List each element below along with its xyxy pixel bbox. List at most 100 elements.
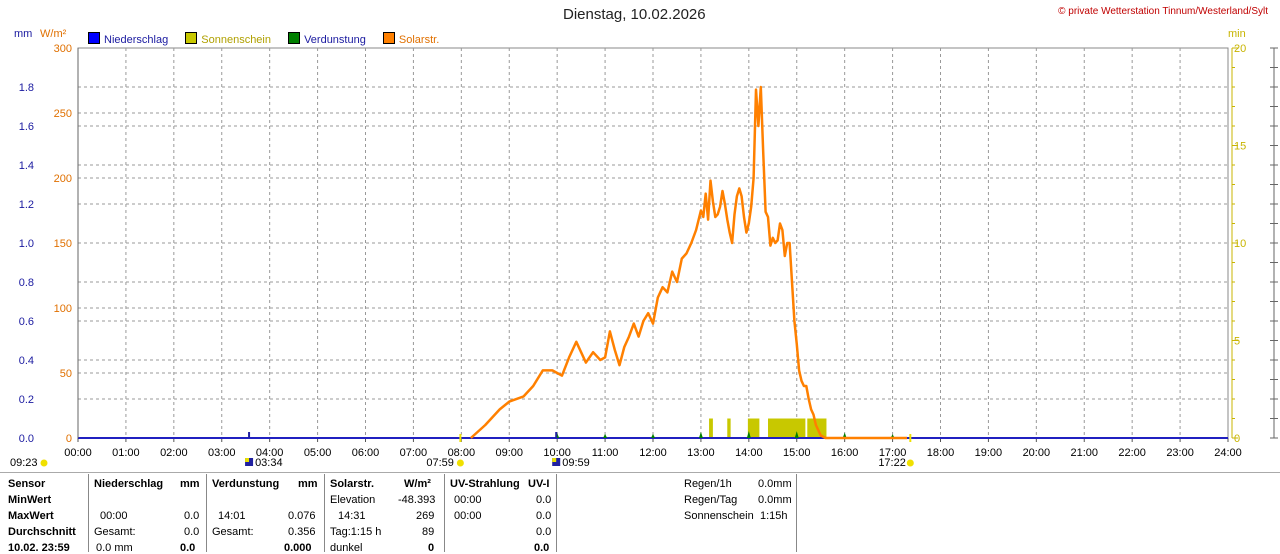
weather-chart: 00:00 01:00 02:00 03:00 04:00 05:00 06:00 07:00…	[10, 43, 1278, 469]
x-tick-label: 13:00	[687, 447, 715, 459]
verdunstung-max-val: 0.076	[288, 510, 316, 522]
sunshine-bar	[727, 418, 731, 438]
y-tick-label-min: 5	[1234, 336, 1240, 348]
x-tick-label: 03:00	[208, 447, 236, 459]
x-tick-label: 16:00	[831, 447, 859, 459]
solar-head: Solarstr.	[330, 478, 375, 490]
evaporation-marker	[698, 431, 703, 438]
legend-item-verdunstung: Verdunstung	[288, 32, 366, 46]
solar-tag-label: Tag:1:15 h	[330, 526, 382, 538]
niederschlag-max-val: 0.0	[184, 510, 200, 522]
x-tick-label: 12:00	[639, 447, 667, 459]
legend-label: Verdunstung	[304, 34, 366, 46]
solar-unit: W/m²	[404, 478, 431, 490]
evaporation-marker	[651, 433, 655, 438]
summary-sonnenschein-value: 1:15h	[760, 510, 788, 522]
verdunstung-head: Verdunstung	[212, 478, 280, 490]
solar-radiation-line	[470, 85, 907, 440]
y-tick-label-wm2: 250	[54, 108, 72, 120]
solar-max-time: 14:31	[338, 510, 366, 522]
verdunstung-max-time: 14:01	[218, 510, 246, 522]
niederschlag-head: Niederschlag	[94, 478, 164, 490]
solar-elev-val: -48.393	[398, 494, 436, 506]
y-tick-label-min: 15	[1234, 141, 1246, 153]
y-tick-label-min: 10	[1234, 238, 1246, 250]
verdunstung-unit: mm	[298, 478, 318, 490]
sun-marker-icon	[456, 459, 464, 467]
y-tick-label-min: 20	[1234, 43, 1246, 55]
unit-wm2-label: W/m²	[40, 28, 67, 40]
niederschlag-gesamt-label: Gesamt:	[94, 526, 136, 538]
uv-max-time: 00:00	[454, 510, 482, 522]
niederschlag-last-val: 0.0	[180, 542, 196, 554]
uv-avg-val: 0.0	[536, 526, 552, 538]
y-tick-label-wm2: 150	[54, 238, 72, 250]
marker-time-label: 09:23	[10, 457, 38, 469]
uv-min-time: 00:00	[454, 494, 482, 506]
evaporation-marker	[746, 431, 751, 438]
y-tick-label-mm: 1.2	[19, 199, 34, 211]
y-tick-label-mm: 0.0	[19, 433, 34, 445]
legend-swatch	[185, 32, 198, 44]
marker-time-label: 09:59	[562, 457, 590, 469]
chart-title: Dienstag, 10.02.2026	[563, 6, 706, 23]
x-tick-label: 14:00	[735, 447, 763, 459]
niederschlag-last: 0.0 mm	[96, 542, 133, 554]
y-tick-label-min: 0	[1234, 433, 1240, 445]
solar-dunkel-val: 0	[428, 542, 435, 554]
summary-regen-tag-value: 0.0mm	[758, 494, 792, 506]
x-tick-label: 20:00	[1023, 447, 1051, 459]
copyright-text: © private Wetterstation Tinnum/Westerlan…	[1058, 6, 1268, 17]
x-tick-label: 02:00	[160, 447, 188, 459]
uv-unit: UV-I	[528, 478, 550, 490]
evaporation-marker	[603, 433, 608, 438]
marker-time-label: 17:22	[878, 457, 906, 469]
verdunstung-gesamt-val: 0.356	[288, 526, 316, 538]
y-tick-label-mm: 1.6	[19, 121, 34, 133]
sunshine-bar	[768, 418, 806, 438]
y-tick-label-mm: 1.4	[19, 160, 34, 172]
solar-tag-val: 89	[422, 526, 435, 538]
y-tick-label-wm2: 0	[66, 433, 72, 445]
uv-head: UV-Strahlung	[450, 478, 520, 490]
sun-marker-icon	[40, 459, 48, 467]
row-label-last: 10.02. 23:59	[8, 542, 70, 554]
x-tick-label: 06:00	[352, 447, 380, 459]
uv-last-val: 0.0	[534, 542, 550, 554]
uv-min-val: 0.0	[536, 494, 552, 506]
niederschlag-unit: mm	[180, 478, 200, 490]
evaporation-marker	[842, 432, 847, 438]
legend: Niederschlag Sonnenschein Verdunstung So…	[88, 32, 453, 46]
x-tick-label: 22:00	[1118, 447, 1146, 459]
legend-swatch	[288, 32, 301, 44]
y-tick-label-wm2: 50	[60, 368, 72, 380]
x-tick-label: 11:00	[592, 447, 619, 459]
summary-regen-tag-label: Regen/Tag	[684, 494, 738, 506]
x-tick-label: 00:00	[64, 447, 92, 459]
sunshine-bar	[709, 418, 713, 438]
x-tick-label: 10:00	[543, 447, 571, 459]
legend-label: Niederschlag	[104, 34, 169, 46]
y-tick-label-wm2: 100	[54, 303, 72, 315]
marker-time-label: 03:34	[255, 457, 283, 469]
row-label-maxwert: MaxWert	[8, 510, 54, 522]
x-tick-label: 17:00	[879, 447, 907, 459]
x-tick-label: 07:00	[400, 447, 428, 459]
y-tick-label-mm: 0.4	[19, 355, 34, 367]
legend-swatch	[88, 32, 100, 44]
row-label-sensor: Sensor	[8, 478, 46, 490]
x-tick-label: 24:00	[1214, 447, 1242, 459]
legend-label: Sonnenschein	[201, 34, 271, 46]
y-tick-label-mm: 0.6	[19, 316, 34, 328]
verdunstung-gesamt-label: Gesamt:	[212, 526, 254, 538]
x-tick-label: 04:00	[256, 447, 284, 459]
marker-time-label: 07:59	[426, 457, 454, 469]
summary-regen-1h-label: Regen/1h	[684, 478, 732, 490]
solar-max-val: 269	[416, 510, 435, 522]
solar-dunkel-label: dunkel	[330, 542, 363, 554]
y-tick-label-wm2: 300	[54, 43, 72, 55]
summary-sonnenschein-label: Sonnenschein	[684, 510, 754, 522]
moon-marker-icon	[552, 458, 557, 462]
x-tick-label: 09:00	[495, 447, 523, 459]
legend-item-solarstr: Solarstr.	[382, 32, 439, 46]
